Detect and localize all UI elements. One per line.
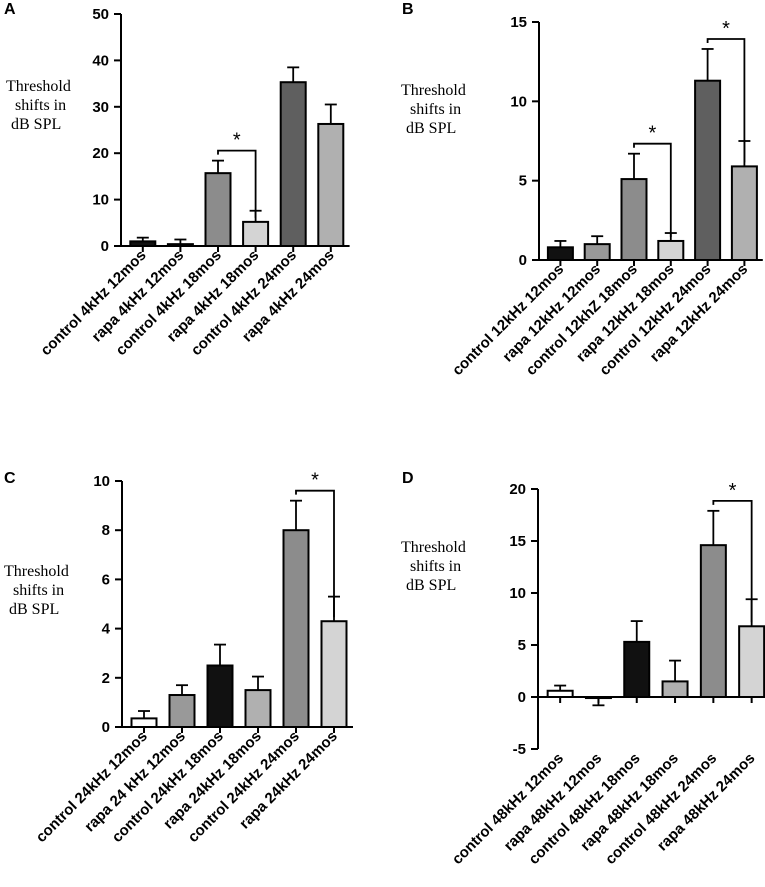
y-tick-label: 8 — [102, 522, 110, 539]
bar — [620, 178, 648, 261]
panel-letter: B — [402, 1, 414, 18]
bar — [282, 529, 310, 729]
y-tick-label: 30 — [92, 99, 109, 116]
bar — [317, 122, 345, 247]
bar — [129, 240, 157, 248]
y-tick-label: 50 — [92, 6, 109, 23]
significance-bracket — [706, 38, 746, 163]
y-axis-label-line: shifts in — [410, 101, 461, 118]
bar — [661, 680, 689, 699]
bar — [623, 640, 651, 699]
y-axis-label-line: Threshold — [401, 539, 466, 556]
y-tick-label: 20 — [509, 481, 526, 498]
y-axis-label-line: shifts in — [13, 582, 64, 599]
y-tick-label: -5 — [513, 741, 526, 758]
y-tick-label: 5 — [519, 173, 527, 190]
y-axis-label-line: shifts in — [410, 558, 461, 575]
y-axis-label-line: dB SPL — [9, 601, 59, 618]
significance-bracket — [712, 499, 753, 623]
y-axis-label: Threshold shifts in dB SPL — [6, 78, 71, 133]
y-tick-label: 5 — [518, 637, 526, 654]
significance-bracket — [217, 149, 257, 218]
bar — [279, 81, 307, 248]
y-tick-label: 0 — [101, 238, 109, 255]
bar — [168, 694, 196, 729]
bar — [320, 620, 348, 728]
bar — [694, 79, 722, 261]
bar — [546, 689, 574, 699]
y-tick-label: 0 — [519, 252, 527, 269]
bar — [242, 220, 270, 247]
bar — [130, 717, 158, 729]
y-tick-label: 15 — [510, 14, 527, 31]
bar — [657, 239, 685, 262]
bar — [166, 243, 194, 247]
y-tick-label: 2 — [102, 670, 110, 687]
y-tick-label: 4 — [102, 621, 111, 638]
significance-star: * — [729, 480, 737, 502]
y-tick-label: 0 — [102, 719, 110, 736]
bar — [730, 165, 758, 262]
y-axis-label: Threshold shifts in dB SPL — [401, 539, 466, 594]
y-axis-label: Threshold shifts in dB SPL — [401, 82, 466, 137]
y-tick-label: 40 — [92, 52, 109, 69]
y-axis-label-line: dB SPL — [406, 577, 456, 594]
y-tick-label: 0 — [518, 689, 526, 706]
y-tick-label: 15 — [509, 533, 526, 550]
significance-bracket — [633, 142, 672, 237]
y-axis-label-line: Threshold — [6, 78, 71, 95]
y-tick-label: 10 — [509, 585, 526, 602]
panel-letter: C — [4, 470, 16, 487]
y-axis-label-line: Threshold — [401, 82, 466, 99]
y-axis-label-line: dB SPL — [11, 116, 61, 133]
y-axis-label: Threshold shifts in dB SPL — [4, 563, 69, 618]
y-axis-label-line: shifts in — [15, 97, 66, 114]
y-tick-label: 10 — [510, 93, 527, 110]
y-tick-label: 10 — [93, 473, 110, 490]
bar — [699, 544, 727, 698]
significance-star: * — [722, 18, 730, 40]
bar — [546, 246, 574, 262]
bar — [583, 243, 611, 261]
bar — [738, 625, 765, 699]
y-axis-label-line: dB SPL — [406, 120, 456, 137]
significance-bracket — [295, 489, 335, 618]
significance-star: * — [311, 470, 319, 492]
significance-star: * — [649, 123, 657, 145]
bar — [244, 689, 272, 728]
y-tick-label: 6 — [102, 571, 110, 588]
bar — [206, 664, 234, 728]
y-tick-label: 10 — [92, 192, 109, 209]
panel-letter: D — [402, 470, 414, 487]
panel-letter: A — [4, 1, 16, 18]
significance-star: * — [233, 130, 241, 152]
y-tick-label: 20 — [92, 145, 109, 162]
y-axis-label-line: Threshold — [4, 563, 69, 580]
bar — [204, 172, 232, 247]
